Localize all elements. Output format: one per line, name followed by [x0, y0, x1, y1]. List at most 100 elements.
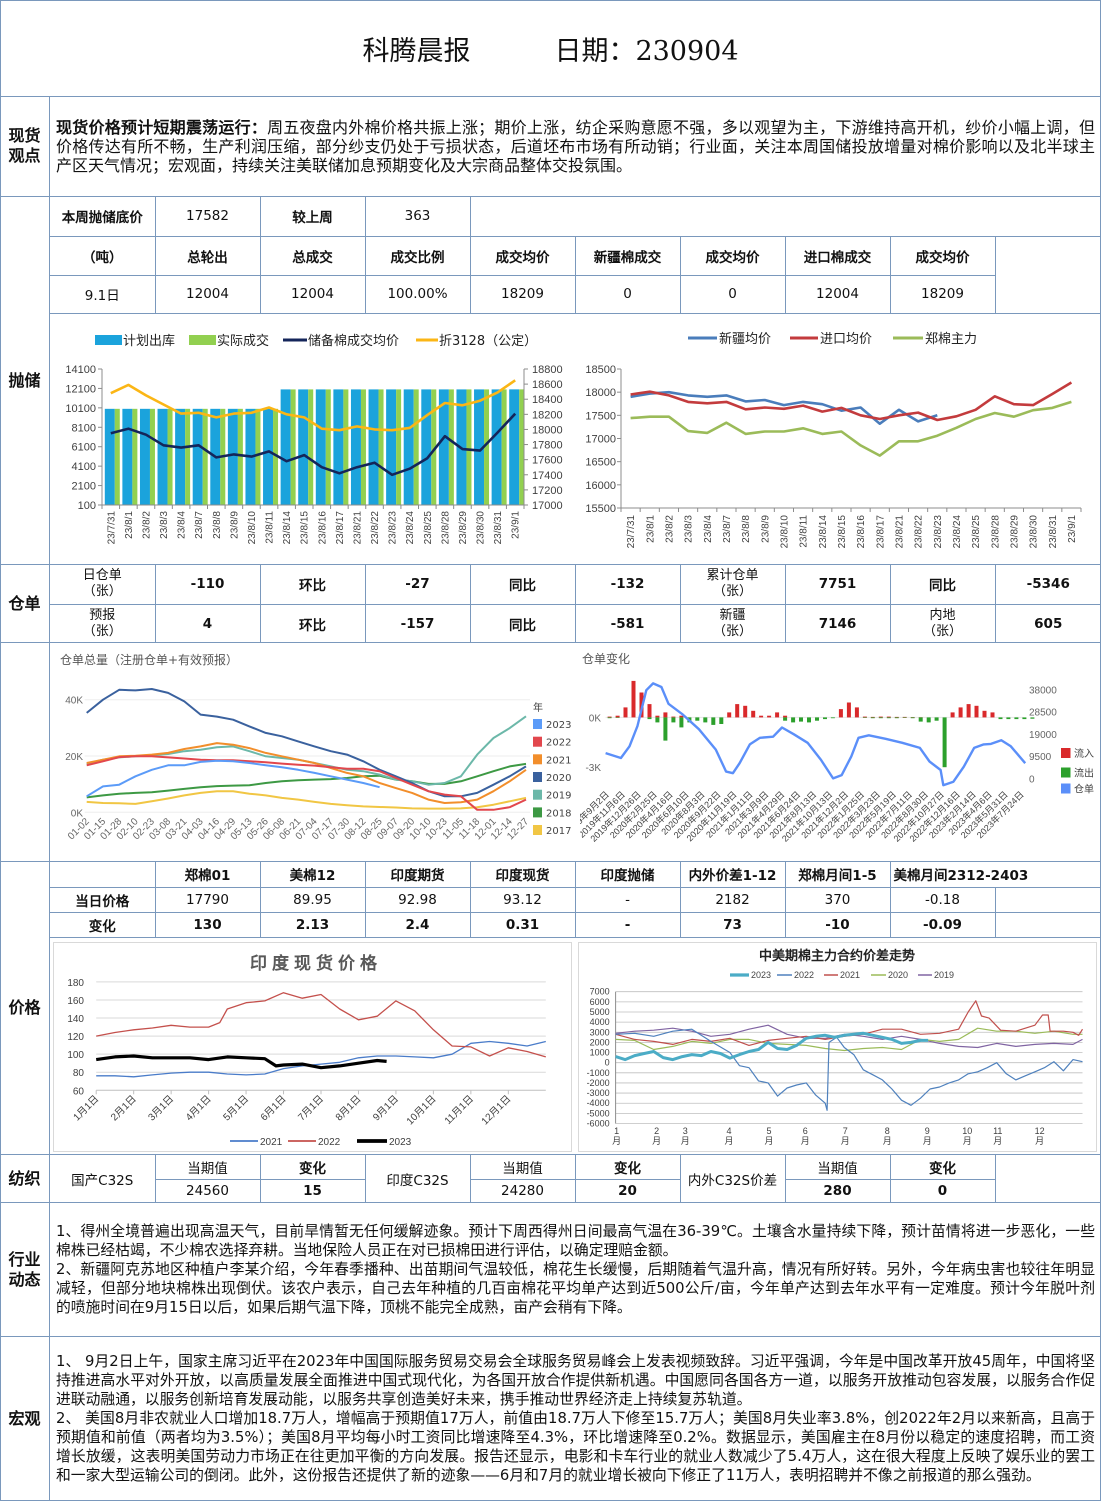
y-left-tick-label: 10100 [65, 403, 96, 415]
series-line-2021 [86, 742, 527, 804]
planned-outbound-bar [139, 408, 150, 505]
vs-last-week-label: 较上周 [259, 197, 366, 237]
y-left-tick-label: 100 [78, 500, 96, 512]
reserve-table: 本周抛储底价 17582 较上周 363 （吨） 总轮出 总成交 成交比例 成交… [50, 197, 1101, 314]
inflow-bar [870, 716, 875, 718]
today-price-label: 当日价格 [50, 886, 156, 913]
table-cell: 93.12 [469, 886, 576, 913]
legend-label: 2019 [546, 791, 571, 802]
column-header: 成交均价 [679, 235, 786, 276]
legend-label: 2021 [260, 1137, 283, 1148]
x-tick-unit: 月 [841, 1136, 850, 1146]
outflow-bar [815, 717, 819, 721]
inflow-bar [966, 704, 971, 718]
actual-deal-bar [413, 389, 419, 505]
legend-item: 2019 [533, 789, 571, 802]
x-tick-number: 1 [614, 1126, 619, 1136]
x-tick-label: 8月1日 [333, 1093, 363, 1123]
x-tick-number: 10 [962, 1126, 972, 1136]
y-tick-label: 15500 [585, 503, 616, 515]
actual-deal-bar [255, 408, 261, 505]
legend-label: 2021 [546, 755, 571, 766]
x-tick-label: 23/8/3 [159, 511, 170, 539]
forecast-label: 预报 （张） [50, 603, 156, 643]
y-tick-label: -4000 [587, 1098, 610, 1108]
y-tick-label: 180 [67, 978, 84, 989]
legend-item: 计划出库 [95, 333, 175, 349]
planned-outbound-bar [298, 389, 309, 505]
x-tick-label: 12月1日 [479, 1093, 513, 1127]
warrant-total-line [605, 682, 1027, 787]
section-label-spot-view: 现货 观点 [0, 96, 50, 196]
legend-item: 实际成交 [189, 333, 269, 349]
legend-item: 2019 [918, 970, 954, 980]
legend-label: 2023 [546, 720, 571, 731]
x-tick-label: 23/7/31 [106, 511, 117, 545]
x-tick-unit: 月 [923, 1136, 932, 1146]
legend-item: 2021 [824, 970, 860, 980]
y-tick-label: -5000 [587, 1108, 610, 1118]
legend-label: 2022 [794, 970, 814, 980]
inflow-bar [974, 705, 979, 718]
y-tick-label: -3000 [587, 1088, 610, 1098]
inflow-bar [767, 715, 772, 718]
empty-cell [994, 886, 1101, 913]
table-cell: 12004 [154, 274, 261, 314]
y-tick-label: 16500 [585, 457, 616, 469]
empty-cell [994, 235, 1101, 314]
legend-item: 2022 [777, 970, 814, 980]
reserve-auction-chart: 100 2100 4100 6100 8100 10100 12100 14100 17000 1… [65, 333, 563, 545]
outflow-bar [942, 717, 947, 768]
x-tick-label: 8月 [883, 1126, 892, 1146]
y-right-tick-label: 17400 [532, 470, 563, 482]
legend-label: 2019 [934, 970, 954, 980]
spot-view-text: 现货价格预计短期震荡运行：周五夜盘内外棉价格共振上涨；期价上涨，纺企采购意愿不强… [56, 118, 1095, 175]
x-tick-label: 23/9/1 [1067, 515, 1078, 543]
x-tick-label: 23/8/31 [1048, 515, 1059, 549]
legend-label: 2020 [546, 773, 571, 784]
y-right-tick-label: 17200 [532, 485, 563, 497]
legend-swatch [95, 335, 122, 345]
y-tick-label: 1000 [590, 1048, 610, 1058]
actual-deal-bar [519, 389, 525, 505]
outflow-bar [1006, 717, 1011, 720]
y-tick-label: 2000 [590, 1037, 610, 1047]
inflow-bar [862, 716, 867, 718]
cn-us-spread-chart-frame: 中美期棉主力合约价差走势 -6000 -5000 -4000 -3000 -2000 -10… [578, 942, 1097, 1152]
x-tick-label: 9月1日 [371, 1093, 401, 1123]
price-table: 郑棉01 美棉12 印度期货 印度现货 印度抛储 内外价差1-12 郑棉月间1-… [50, 862, 1101, 938]
outflow-bar [695, 717, 700, 721]
textile-table: 国产C32S 当期值 变化 印度C32S 当期值 变化 内外C32S价差 当期值… [50, 1155, 1101, 1203]
table-cell: 2.4 [364, 911, 471, 938]
inflow-bar [854, 707, 859, 718]
actual-deal-bar [167, 408, 173, 505]
section-label-line: 行业 [8, 1249, 41, 1269]
outflow-bar [791, 717, 796, 723]
y-tick-label: 18000 [585, 387, 616, 399]
warrant-charts: 仓单总量（注册仓单+有效预报） 0K 20K 40K 01-02 01-15 01-28 02… [50, 643, 1101, 861]
x-tick-label: 23/8/17 [875, 515, 886, 549]
inflow-bar [623, 707, 628, 718]
inflow-bar [775, 712, 780, 718]
spot-view-lead: 现货价格预计短期震荡运行： [56, 117, 268, 137]
section-label-line: 动态 [8, 1269, 41, 1289]
yoy-label: 同比 [469, 603, 576, 643]
y-tick-label: -1000 [587, 1068, 610, 1078]
y-tick-label: 18500 [585, 364, 616, 376]
actual-deal-bar [484, 389, 490, 505]
legend-item: 流出 [1061, 767, 1094, 780]
y-tick-label: 16000 [585, 480, 616, 492]
x-tick-label: 5月 [765, 1126, 774, 1146]
outflow-bar [998, 717, 1003, 720]
x-tick-number: 12 [1035, 1126, 1045, 1136]
y-left-tick-label: 14100 [65, 364, 96, 376]
series-line-2019 [86, 715, 527, 786]
legend-item: 郑棉主力 [893, 332, 977, 347]
x-tick-label: 23/8/22 [914, 515, 925, 549]
x-tick-label: 6月1日 [258, 1093, 288, 1123]
inflow-bar [878, 716, 883, 718]
x-tick-label: 10月 [962, 1126, 972, 1146]
x-tick-label: 9月 [923, 1126, 932, 1146]
x-tick-number: 3 [683, 1126, 688, 1136]
label-line: 日仓单 [82, 568, 122, 584]
